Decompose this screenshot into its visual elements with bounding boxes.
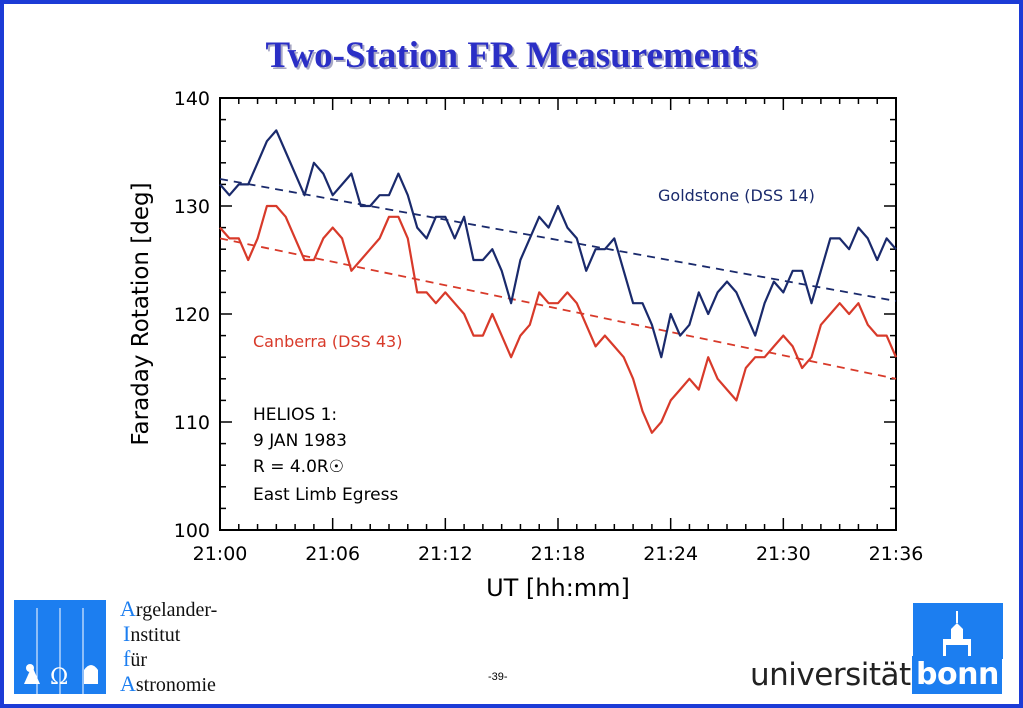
annotation-line-4: East Limb Egress (253, 485, 398, 505)
x-tick-label: 21:24 (643, 543, 698, 565)
x-tick-label: 21:30 (756, 543, 811, 565)
x-tick-label: 21:00 (193, 543, 248, 565)
svg-text:Ω: Ω (50, 665, 68, 690)
goldstone-trend-line (219, 178, 897, 302)
axis-ticks (219, 97, 897, 531)
page-title: Two-Station FR Measurements (265, 35, 758, 76)
institute-line: Astronomie (120, 671, 216, 696)
page-number: -39- (488, 671, 508, 683)
y-axis-label: Faraday Rotation [deg] (128, 182, 154, 445)
university-bonn-badge: bonn (912, 656, 1002, 694)
x-tick-label: 21:06 (305, 543, 360, 565)
institute-logo: Ω (14, 600, 106, 694)
trend-lines (219, 178, 897, 380)
x-tick-label: 21:18 (531, 543, 586, 565)
annotation-line-2: 9 JAN 1983 (253, 431, 347, 451)
annotation-line-3: R = 4.0R☉ (253, 457, 344, 477)
canberra-trend-line (219, 237, 897, 380)
x-tick-label: 21:12 (418, 543, 473, 565)
institute-line: Argelander- (120, 596, 218, 621)
faraday-rotation-chart: 21:00 21:06 21:12 21:18 21:24 21:30 21:36 100 11… (128, 88, 924, 602)
university-building-logo (913, 603, 1003, 659)
plot-frame (219, 97, 897, 531)
goldstone-series-label: Goldstone (DSS 14) (658, 186, 815, 205)
series-lines (219, 129, 898, 434)
canberra-series-line (219, 204, 898, 434)
y-tick-label: 140 (174, 88, 210, 110)
institute-line: Institut (123, 621, 181, 646)
university-wordmark: universität (750, 657, 911, 693)
canberra-series-label: Canberra (DSS 43) (253, 332, 402, 351)
annotation-line-1: HELIOS 1: (253, 405, 337, 425)
y-tick-label: 100 (174, 520, 210, 542)
y-tick-label: 110 (174, 412, 210, 434)
y-tick-label: 130 (174, 196, 210, 218)
institute-line: für (123, 646, 147, 671)
goldstone-series-line (219, 129, 897, 359)
institute-name: Argelander- Institut für Astronomie (120, 597, 217, 697)
x-tick-label: 21:36 (869, 543, 924, 565)
x-axis-label: UT [hh:mm] (486, 574, 630, 602)
axis-tick-labels: 21:00 21:06 21:12 21:18 21:24 21:30 21:36 100 11… (174, 88, 924, 565)
y-tick-label: 120 (174, 304, 210, 326)
